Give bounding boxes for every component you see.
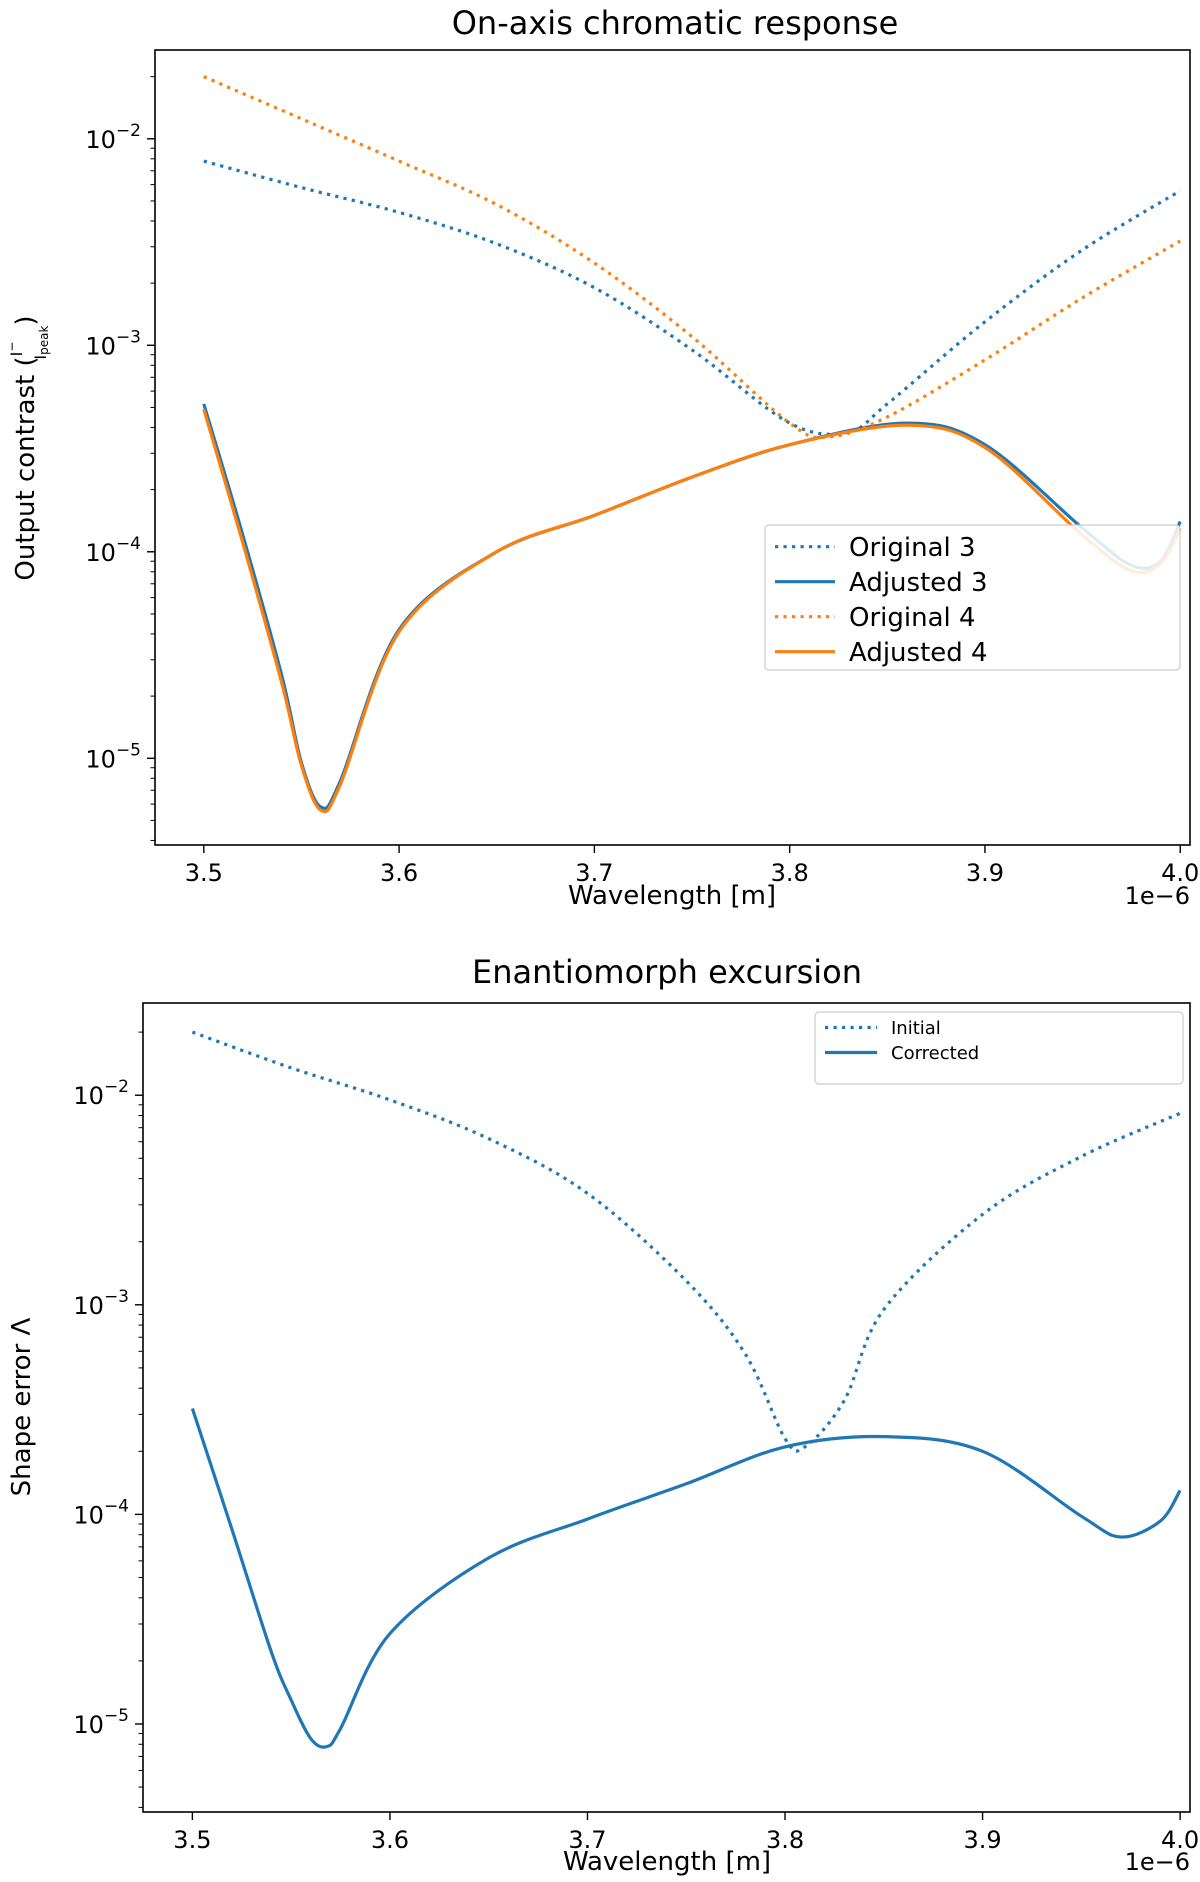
y-tick-label: 10−5 [85, 740, 141, 773]
series-line-original-3 [203, 159, 1182, 436]
x-tick-label: 3.6 [380, 859, 418, 887]
y-axis-label: Shape error Λ [7, 1317, 37, 1496]
x-tick-label: 3.9 [963, 1826, 1001, 1854]
y-tick-base: 10 [85, 745, 116, 773]
y-tick-label: 10−3 [85, 327, 141, 360]
y-label-den-sub: peak [37, 326, 51, 355]
x-tick-label: 3.8 [771, 859, 809, 887]
chart-title: Enantiomorph excursion [472, 953, 862, 991]
y-label-num-sup: − [5, 342, 19, 352]
x-tick-label: 3.5 [185, 859, 223, 887]
y-tick-label: 10−2 [73, 1077, 129, 1110]
x-tick-label: 3.5 [173, 1826, 211, 1854]
legend: Initial Corrected [814, 1011, 1184, 1085]
series-line-initial [191, 1030, 1181, 1453]
y-tick-label: 10−2 [85, 121, 141, 154]
y-tick-label: 10−4 [73, 1496, 129, 1529]
legend-label: Corrected [891, 1043, 979, 1064]
y-tick-exponent: −5 [104, 1706, 129, 1726]
x-tick-label: 4.0 [1161, 1826, 1199, 1854]
x-axis-label: Wavelength [m] [568, 881, 776, 911]
series-line-adjusted-4 [202, 408, 1182, 814]
y-tick-exponent: −4 [116, 534, 141, 554]
series-line-original-4 [203, 75, 1182, 440]
y-tick-exponent: −2 [104, 1077, 129, 1097]
chart-enantiomorph-excursion: Enantiomorph excursion 3.5 3.6 3.7 3.8 3.9 4.… [7, 953, 1199, 1877]
y-label-prefix: Output contrast ( [11, 356, 41, 580]
y-tick-base: 10 [73, 1711, 104, 1739]
series-line-corrected [190, 1408, 1182, 1749]
y-tick-label: 10−3 [73, 1287, 129, 1320]
y-tick-base: 10 [85, 332, 116, 360]
series-group [190, 1030, 1182, 1749]
y-label-suffix: ) [11, 315, 41, 325]
legend-label: Original 3 [849, 533, 976, 563]
y-tick-base: 10 [85, 126, 116, 154]
legend-box [814, 1011, 1184, 1085]
y-tick-exponent: −3 [116, 327, 141, 347]
x-tick-label: 3.8 [766, 1826, 804, 1854]
y-axis: 10−510−410−310−2 [85, 76, 155, 841]
y-tick-exponent: −4 [104, 1496, 129, 1516]
chart-chromatic-response: On-axis chromatic response 3.5 3.6 3.7 3.8 3… [5, 4, 1199, 911]
x-tick-label: 4.0 [1161, 859, 1199, 887]
legend: Original 3 Adjusted 3 Original 4 Adjusted 4 [764, 524, 1181, 671]
legend-label: Adjusted 4 [849, 638, 988, 668]
plot-frame [154, 49, 1191, 846]
x-tick-label: 3.9 [966, 859, 1004, 887]
y-tick-label: 10−5 [73, 1706, 129, 1739]
y-tick-base: 10 [73, 1501, 104, 1529]
y-tick-base: 10 [73, 1292, 104, 1320]
y-tick-base: 10 [73, 1082, 104, 1110]
y-label-num: I [7, 352, 26, 357]
series-group [202, 75, 1182, 814]
y-tick-exponent: −3 [104, 1287, 129, 1307]
x-tick-label: 3.7 [575, 859, 613, 887]
y-axis-label: Output contrast (I−Ipeak) [5, 315, 51, 580]
y-tick-exponent: −5 [116, 740, 141, 760]
legend-label: Adjusted 3 [849, 568, 988, 598]
plot-frame [142, 1002, 1191, 1813]
x-tick-label: 3.6 [371, 1826, 409, 1854]
legend-box [764, 524, 1181, 671]
y-tick-exponent: −2 [116, 121, 141, 141]
y-tick-label: 10−4 [85, 534, 141, 567]
x-axis: 3.5 3.6 3.7 3.8 3.9 4.0 [173, 1812, 1199, 1854]
chart-title: On-axis chromatic response [452, 4, 899, 42]
x-axis-label: Wavelength [m] [563, 1847, 771, 1877]
y-label-den: I [31, 355, 50, 360]
x-offset-label: 1e−6 [1125, 1848, 1190, 1876]
x-tick-label: 3.7 [568, 1826, 606, 1854]
y-tick-base: 10 [85, 539, 116, 567]
legend-label: Initial [891, 1018, 941, 1039]
x-axis: 3.5 3.6 3.7 3.8 3.9 4.0 [185, 845, 1199, 887]
legend-label: Original 4 [849, 603, 976, 633]
x-offset-label: 1e−6 [1125, 882, 1190, 910]
y-axis: 10−510−410−310−2 [73, 1031, 143, 1808]
